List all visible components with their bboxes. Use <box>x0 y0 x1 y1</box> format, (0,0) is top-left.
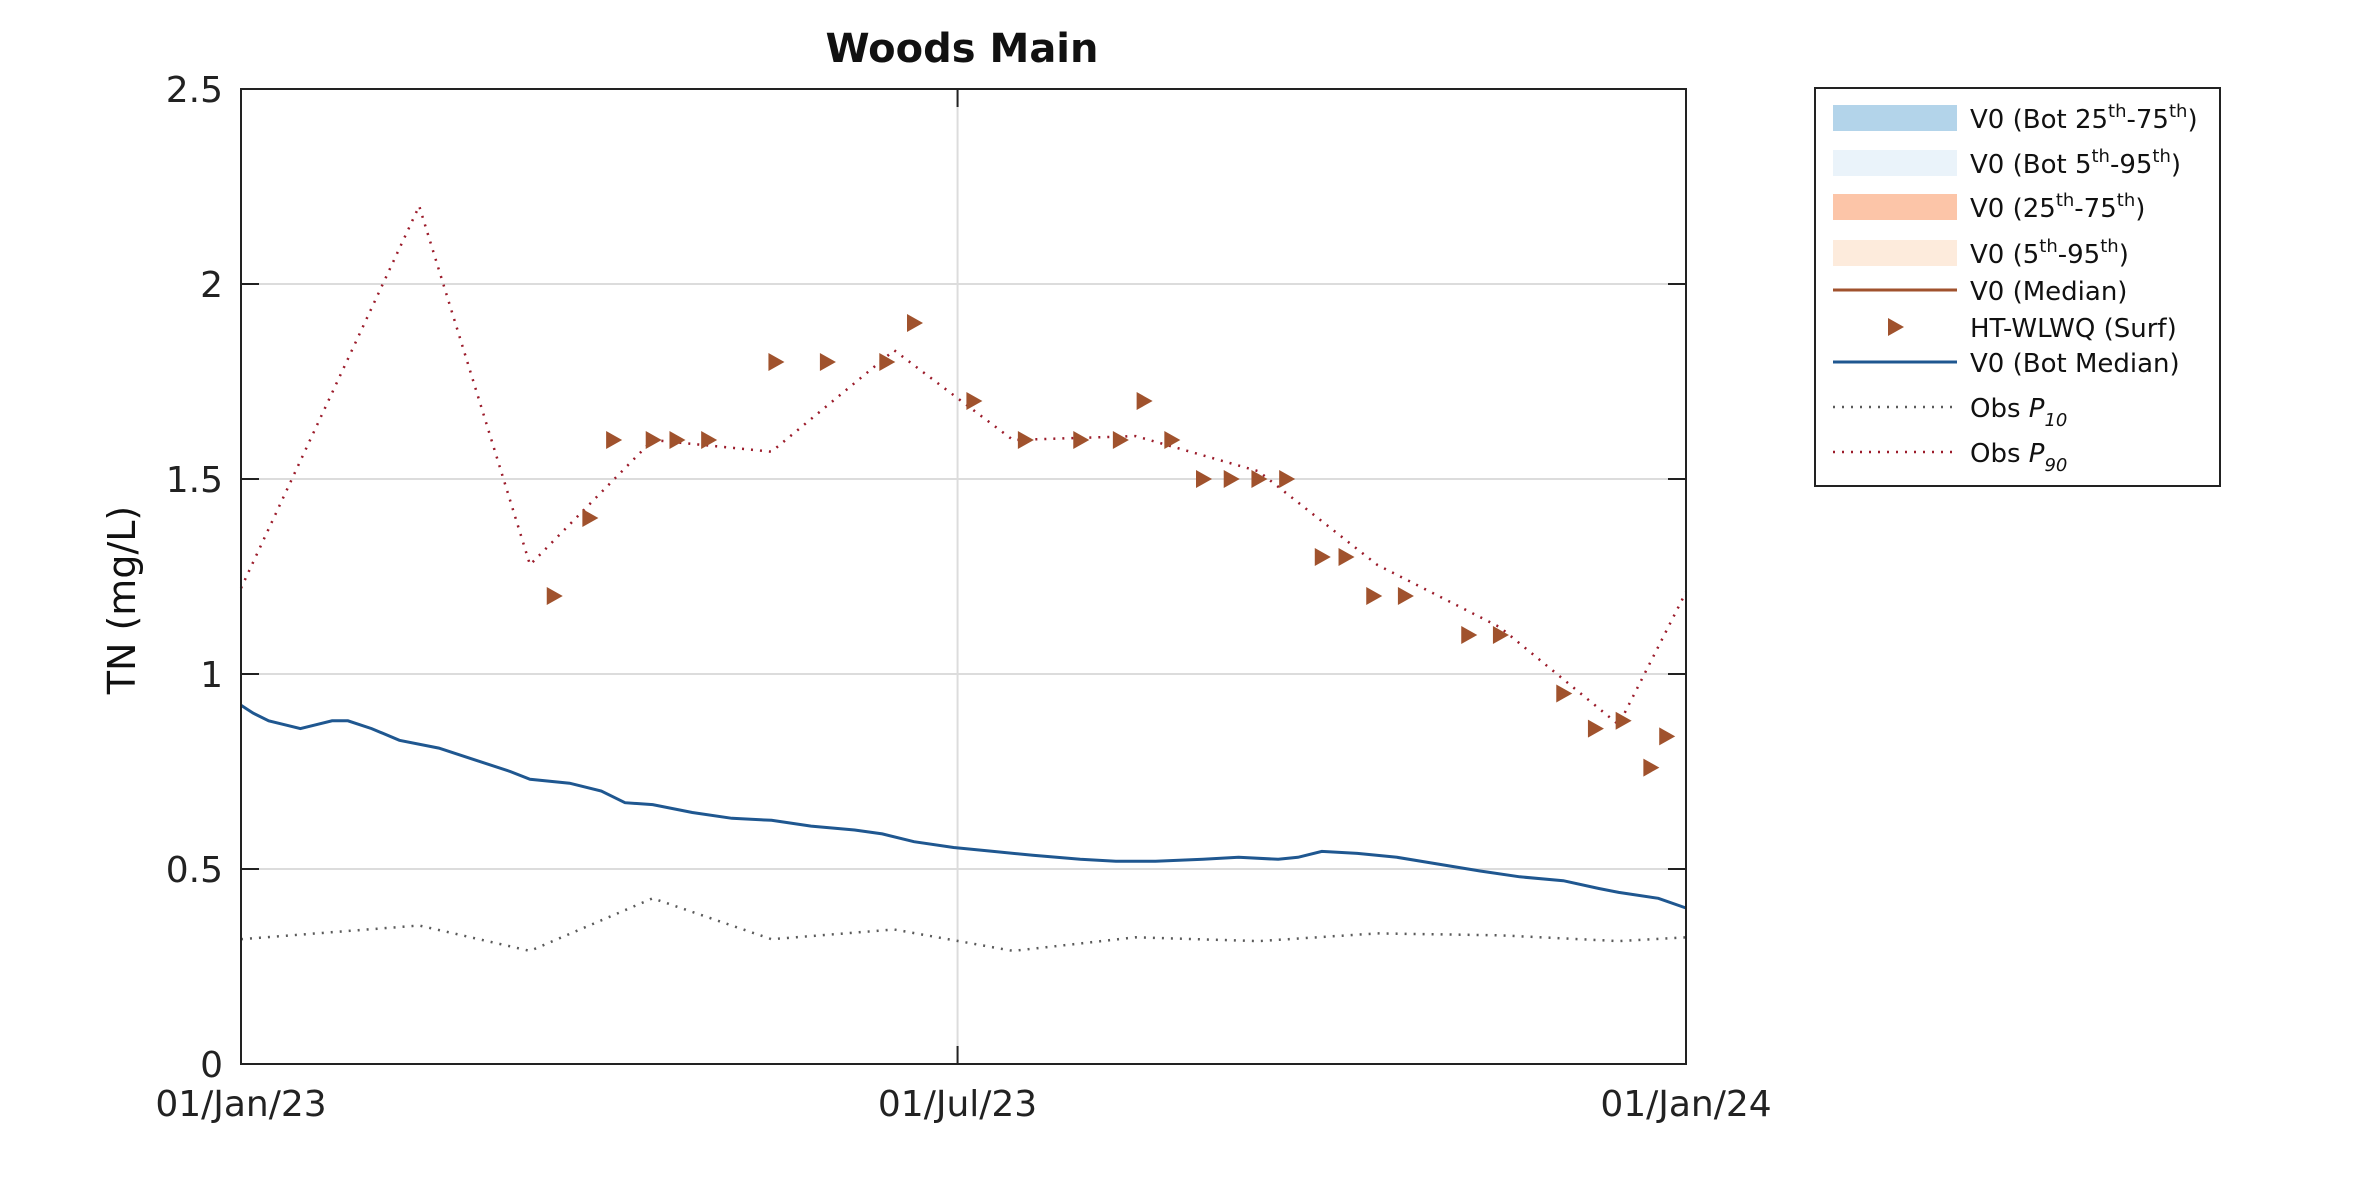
plot-area <box>240 88 1687 1065</box>
legend-label: HT-WLWQ (Surf) <box>1970 314 2177 344</box>
observation-marker <box>1461 626 1478 644</box>
y-tick-label: 2 <box>200 265 223 306</box>
observation-marker <box>1223 470 1240 488</box>
observation-marker <box>1314 548 1331 566</box>
observation-marker <box>1073 431 1090 449</box>
legend-swatch <box>1833 194 1957 220</box>
y-tick-label: 2.5 <box>166 70 223 111</box>
observation-marker <box>819 353 836 371</box>
y-axis-label: TN (mg/L) <box>100 506 144 695</box>
plot-series <box>239 202 1688 953</box>
observation-marker <box>1397 587 1414 605</box>
observation-marker <box>1556 684 1573 703</box>
observation-marker <box>1279 470 1296 488</box>
legend-swatch <box>1833 150 1957 176</box>
observation-marker <box>1492 626 1509 644</box>
legend-label: V0 (25th-75th) <box>1970 190 2145 224</box>
observation-marker <box>879 353 896 371</box>
legend-label: V0 (Median) <box>1970 277 2127 307</box>
observation-marker <box>1615 711 1632 730</box>
legend-label: V0 (Bot 25th-75th) <box>1970 101 2198 135</box>
x-tick-label: 01/Jan/23 <box>155 1084 326 1125</box>
observation-marker <box>966 392 983 410</box>
observation-marker <box>669 431 686 449</box>
observation-marker <box>1017 431 1034 449</box>
observation-marker <box>1112 431 1129 449</box>
series-v0-bot-median- <box>240 703 1687 910</box>
observation-marker <box>546 587 563 605</box>
series-obs-p10 <box>240 896 1687 953</box>
observation-marker <box>701 431 718 449</box>
x-tick-label: 01/Jan/24 <box>1600 1084 1771 1125</box>
observation-marker <box>606 431 623 449</box>
observation-marker <box>1136 392 1153 410</box>
y-tick-label: 0 <box>200 1045 223 1086</box>
observation-marker <box>582 509 599 527</box>
grid-lines <box>240 88 1687 1065</box>
observation-marker <box>645 431 662 449</box>
legend-label: V0 (Bot Median) <box>1970 349 2180 379</box>
legend-swatch <box>1833 105 1957 131</box>
observation-marker <box>1196 470 1213 488</box>
y-tick-label: 1.5 <box>166 460 223 501</box>
observation-marker <box>1587 719 1604 738</box>
observation-marker <box>1251 470 1268 488</box>
y-tick-label: 1 <box>200 655 223 696</box>
observation-marker <box>1659 727 1676 746</box>
x-tick-label: 01/Jul/23 <box>878 1084 1037 1125</box>
observation-marker <box>1366 587 1383 605</box>
observation-marker <box>1338 548 1355 566</box>
axis-ticks: 0 0.5 1 1.5 2 2.5 01/Jan/23 01/Jul/23 01/Jan/24 <box>155 70 1771 1125</box>
legend: V0 (Bot 25th-75th) V0 (Bot 5th-95th) V0 (2… <box>1814 87 2221 487</box>
observation-marker <box>768 353 785 371</box>
observation-marker <box>907 314 924 332</box>
observation-marker <box>1643 758 1660 777</box>
chart-title: Woods Main <box>825 26 1098 72</box>
y-tick-label: 0.5 <box>166 850 223 891</box>
observation-marker <box>1164 431 1181 449</box>
observation-markers <box>546 314 1676 777</box>
legend-label: V0 (Bot 5th-95th) <box>1970 146 2181 180</box>
legend-swatch <box>1833 240 1957 266</box>
legend-swatch <box>1888 318 1904 336</box>
